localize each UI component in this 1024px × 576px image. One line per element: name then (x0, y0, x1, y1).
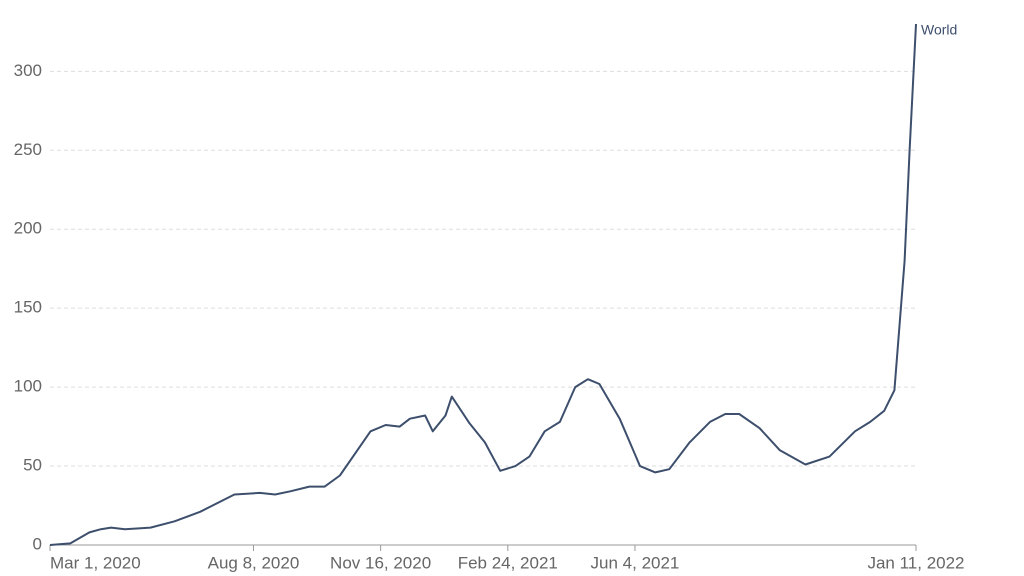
x-tick-label: Feb 24, 2021 (458, 553, 558, 572)
y-tick-label: 50 (23, 456, 42, 475)
x-tick-label: Mar 1, 2020 (50, 553, 141, 572)
x-tick-label: Jan 11, 2022 (867, 553, 964, 572)
x-tick-label: Aug 8, 2020 (208, 553, 300, 572)
y-tick-label: 250 (14, 140, 42, 159)
y-tick-label: 100 (14, 377, 42, 396)
y-tick-label: 300 (14, 61, 42, 80)
line (49, 23, 917, 546)
y-tick-label: 0 (33, 534, 42, 553)
y-tick-label: 200 (14, 219, 42, 238)
series-label: World (921, 22, 957, 38)
x-tick-label: Nov 16, 2020 (330, 553, 431, 572)
x-tick-label: Jun 4, 2021 (591, 553, 680, 572)
y-tick-label: 150 (14, 298, 42, 317)
